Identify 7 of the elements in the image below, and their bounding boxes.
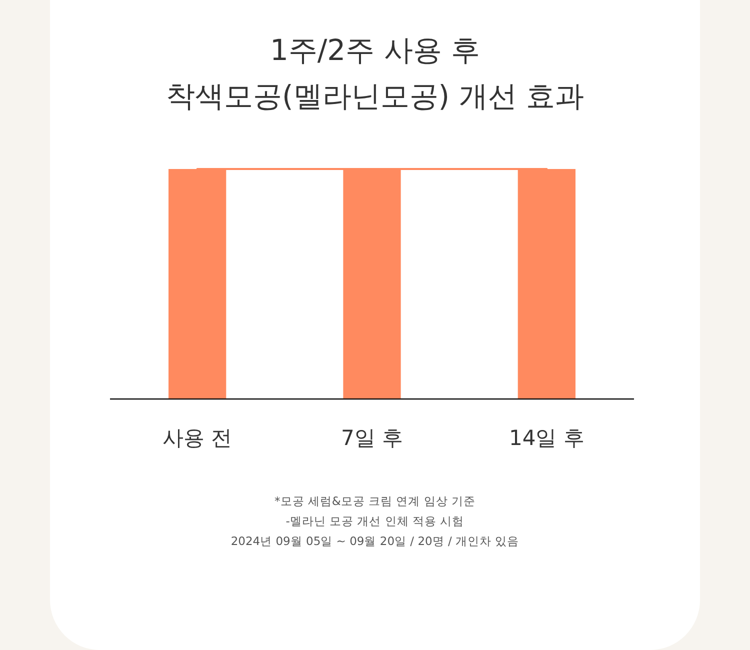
- text: 2024년 09월 05일 ~ 09월 20일 / 20명 / 개인차 있음: [230, 534, 520, 548]
- text: -멜라닌 모공 개선 인체 적용 시험: [286, 514, 464, 528]
- text: *모공 세럼&모공 크림 연계 임상 기준: [274, 494, 476, 508]
- x-tick-label: 14일 후: [508, 426, 584, 450]
- x-tick-label: 7일 후: [340, 426, 404, 450]
- x-tick-label: 사용 전: [162, 426, 232, 450]
- chart-title: 1주/2주 사용 후 착색모공(멜라닌모공) 개선 효과: [166, 33, 584, 113]
